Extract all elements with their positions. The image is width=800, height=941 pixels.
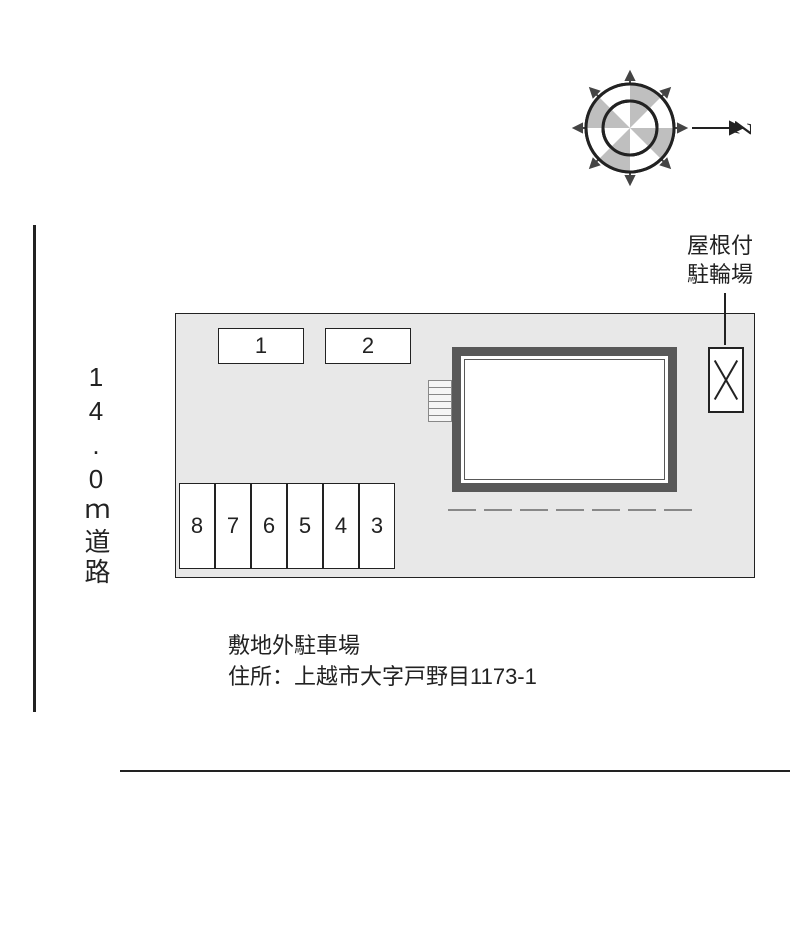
bike-shed-label-line2: 駐輪場 [687,262,753,287]
bike-shed-label-line1: 屋根付 [687,233,753,258]
road-width-label: 14.0ｍ道路 [78,362,115,588]
parking-slot-1: 1 [218,328,304,364]
covered-bike-parking [708,347,744,413]
slot-number: 5 [299,513,311,539]
parking-slot-5: 5 [287,483,323,569]
slot-number: 1 [255,333,267,359]
parking-slot-7: 7 [215,483,251,569]
building-baseline-dashes [448,509,692,511]
road-edge-line [33,225,36,712]
parking-slot-3: 3 [359,483,395,569]
site-plan-diagram: 14.0ｍ道路 1 2 8 7 6 5 4 3 屋根付 駐輪場 [0,0,800,941]
note-line1: 敷地外駐車場 [228,631,537,662]
south-boundary-line [120,770,790,772]
bike-shed-pointer [724,293,726,345]
slot-number: 3 [371,513,383,539]
parking-slot-2: 2 [325,328,411,364]
offsite-parking-note: 敷地外駐車場 住所：上越市大字戸野目1173-1 [228,631,537,693]
slot-number: 6 [263,513,275,539]
entrance-steps [428,380,452,422]
parking-slot-6: 6 [251,483,287,569]
slot-number: 2 [362,333,374,359]
building-outline [452,347,677,492]
slot-number: 7 [227,513,239,539]
parking-slot-4: 4 [323,483,359,569]
building-inner-line [464,359,665,480]
slot-number: 8 [191,513,203,539]
north-indicator-label: Z [728,121,755,134]
slot-number: 4 [335,513,347,539]
note-line2: 住所：上越市大字戸野目1173-1 [228,662,537,693]
parking-slot-8: 8 [179,483,215,569]
bike-shed-label: 屋根付 駐輪場 [687,232,753,289]
